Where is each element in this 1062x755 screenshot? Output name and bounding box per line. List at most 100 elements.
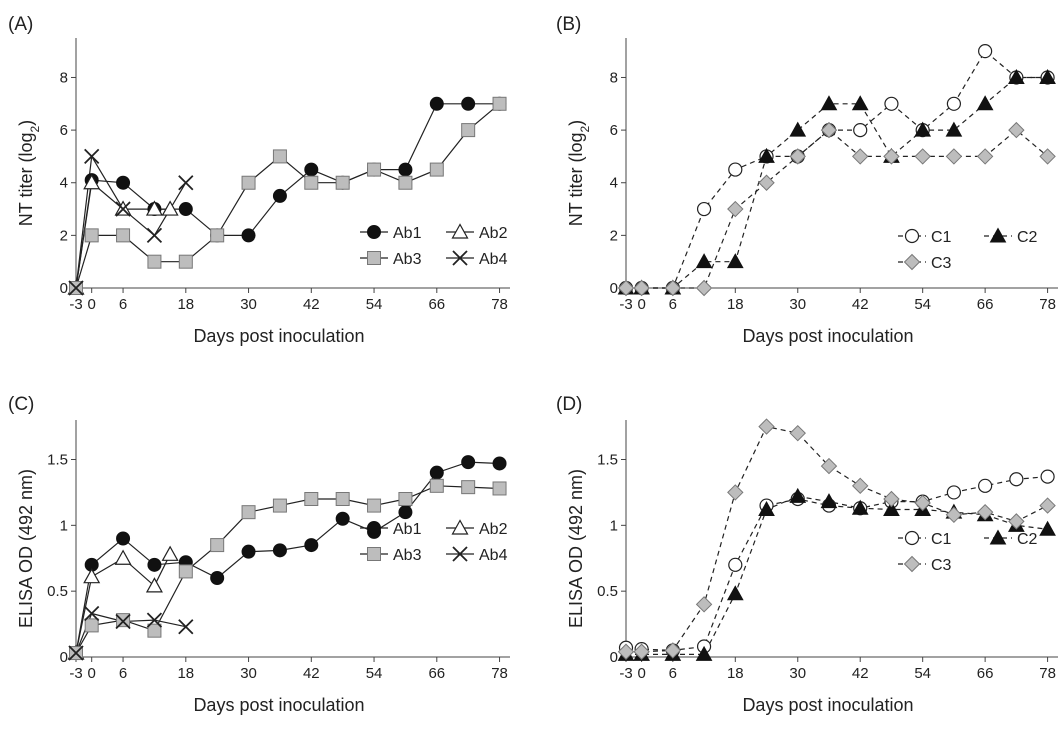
- data-point-Ab3: [241, 505, 256, 520]
- legend-label-C3: C3: [931, 557, 952, 574]
- data-point-C2: [883, 501, 900, 517]
- data-point-Ab1: [398, 162, 413, 177]
- data-point-Ab2: [83, 567, 101, 584]
- y-tick-label: 0.5: [47, 583, 68, 600]
- data-point-C2: [789, 487, 807, 503]
- data-point-Ab3: [429, 162, 444, 177]
- x-tick-label: 0: [88, 665, 96, 682]
- legend-marker-Ab4: [452, 546, 468, 562]
- data-point-C2: [851, 499, 869, 515]
- y-axis-label-close: ): [16, 120, 36, 126]
- x-tick-label: 30: [240, 665, 257, 682]
- data-point-Ab1: [398, 505, 413, 520]
- data-point-C2: [1039, 520, 1056, 536]
- data-point-C1: [1009, 472, 1024, 487]
- legend-marker-C1: [904, 530, 920, 546]
- data-point-C2: [726, 585, 744, 601]
- x-tick-label: 18: [727, 665, 744, 682]
- x-tick-label: 42: [303, 665, 320, 682]
- data-point-Ab3: [147, 254, 162, 269]
- data-point-C3: [883, 148, 900, 165]
- y-tick-label: 0: [610, 649, 618, 666]
- x-tick-label: 54: [914, 296, 931, 313]
- data-point-Ab3: [335, 492, 350, 506]
- legend-label-Ab2: Ab2: [479, 225, 508, 242]
- x-tick-label: 66: [428, 296, 445, 313]
- x-tick-label: 54: [366, 296, 383, 313]
- x-tick-label: 78: [491, 665, 508, 682]
- data-point-Ab3: [461, 123, 476, 138]
- data-point-C2: [695, 645, 713, 661]
- data-point-C2: [820, 95, 838, 111]
- data-point-Ab3: [272, 149, 287, 164]
- data-point-Ab3: [147, 623, 162, 638]
- data-point-Ab1: [210, 571, 225, 585]
- data-point-Ab1: [461, 96, 476, 111]
- data-point-Ab4: [84, 605, 100, 622]
- y-tick-label: 2: [610, 227, 618, 244]
- data-point-Ab4: [178, 175, 194, 191]
- data-point-C2: [695, 253, 713, 269]
- panel-label: (D): [556, 394, 582, 415]
- y-tick-label: 4: [610, 175, 618, 192]
- y-tick-label: 8: [610, 69, 618, 86]
- data-point-C3: [789, 424, 806, 442]
- data-point-Ab3: [116, 228, 131, 243]
- data-point-Ab1: [461, 455, 476, 470]
- series-line-C3: [626, 425, 1048, 653]
- data-point-C2: [851, 95, 869, 111]
- x-tick-label: 6: [119, 296, 127, 313]
- y-tick-label: 0.5: [597, 583, 618, 600]
- x-axis-label: Days post inoculation: [193, 695, 364, 715]
- data-point-Ab1: [116, 175, 131, 190]
- data-point-Ab2: [114, 549, 132, 565]
- data-point-C1: [946, 485, 962, 500]
- y-axis-label-subscript: 2: [28, 125, 42, 132]
- data-point-Ab3: [272, 498, 287, 513]
- data-point-C3: [633, 279, 650, 297]
- data-point-C3: [852, 477, 869, 495]
- y-tick-label: 0: [610, 280, 618, 297]
- x-tick-label: 30: [240, 296, 257, 313]
- x-tick-label: -3: [619, 665, 632, 682]
- x-axis-label: Days post inoculation: [742, 695, 913, 715]
- data-point-Ab1: [116, 531, 131, 546]
- y-axis-label: NT titer (log2): [16, 120, 42, 226]
- data-point-Ab1: [304, 538, 319, 553]
- data-point-C3: [664, 642, 682, 659]
- data-point-Ab1: [492, 456, 507, 471]
- y-axis-label: NT titer (log2): [566, 120, 592, 226]
- x-tick-label: 0: [637, 296, 645, 313]
- data-point-Ab3: [335, 175, 350, 190]
- data-point-Ab1: [429, 96, 444, 111]
- y-tick-label: 4: [60, 175, 68, 192]
- legend-marker-C3: [903, 555, 921, 573]
- x-tick-label: 6: [119, 665, 127, 682]
- data-point-Ab3: [304, 175, 319, 190]
- legend-marker-C2: [989, 529, 1007, 545]
- data-point-C2: [1008, 68, 1025, 84]
- x-tick-label: 66: [428, 665, 445, 682]
- legend-label-C2: C2: [1017, 229, 1038, 246]
- legend-label-Ab1: Ab1: [393, 225, 422, 242]
- y-tick-label: 1.5: [47, 452, 68, 469]
- data-point-Ab1: [241, 228, 256, 243]
- legend: C1 C2 C3: [898, 227, 1038, 272]
- data-point-C3: [1008, 121, 1025, 139]
- data-point-C3: [976, 148, 994, 165]
- data-point-C2: [820, 493, 838, 509]
- data-point-C3: [695, 596, 713, 613]
- x-tick-label: 0: [637, 665, 645, 682]
- data-point-Ab1: [335, 511, 350, 526]
- data-point-C3: [820, 457, 838, 475]
- panel-label: (A): [8, 14, 33, 35]
- x-tick-label: -3: [69, 665, 82, 682]
- data-point-Ab3: [178, 564, 193, 579]
- x-tick-label: 30: [789, 296, 806, 313]
- data-point-Ab2: [161, 200, 179, 216]
- data-point-C1: [978, 44, 993, 59]
- data-point-Ab3: [398, 492, 413, 506]
- data-point-C3: [883, 490, 900, 508]
- legend-label-C3: C3: [931, 255, 952, 272]
